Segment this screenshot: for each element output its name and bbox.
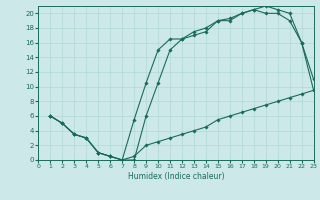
X-axis label: Humidex (Indice chaleur): Humidex (Indice chaleur) — [128, 172, 224, 181]
